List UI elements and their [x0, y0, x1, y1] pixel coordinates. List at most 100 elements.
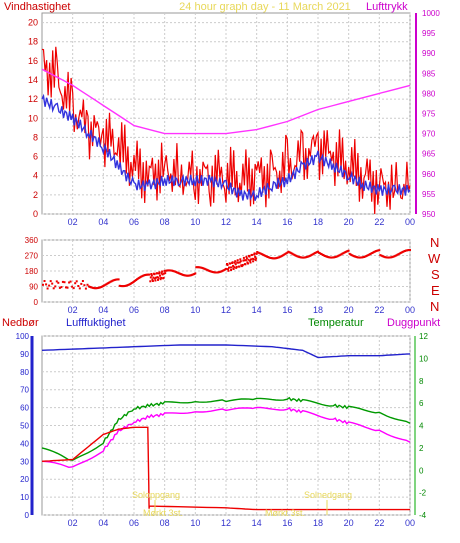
x-tick-label: 02 — [68, 217, 78, 227]
y-tick-label: 90 — [29, 283, 38, 292]
wind-direction-point — [338, 254, 341, 257]
wind-direction-point — [356, 256, 359, 259]
humidity-label: Lufffuktighet — [66, 317, 126, 329]
x-tick-label: 12 — [221, 518, 231, 528]
chart-title: 24 hour graph day - 11 March 2021 — [179, 1, 351, 13]
wind-direction-point — [232, 268, 235, 270]
wind-direction-point — [43, 280, 46, 282]
y-right-tick-label: 980 — [422, 89, 436, 98]
y-tick-label: 360 — [25, 236, 39, 245]
dewpoint-label: Duggpunkt — [387, 317, 440, 329]
wind-direction-point — [226, 264, 229, 266]
wind-direction-point — [375, 250, 378, 252]
wind-direction-point — [112, 279, 115, 282]
sunset-label: Solnedgang — [304, 490, 352, 500]
x-tick-label: 18 — [313, 305, 323, 315]
wind-direction-point — [264, 255, 267, 258]
y-left-tick-label: 0 — [33, 209, 38, 219]
wind-direction-point — [253, 252, 256, 255]
wind-direction-point — [58, 286, 61, 289]
wind-direction-point — [227, 268, 229, 271]
y-left-tick-label: 40 — [20, 439, 29, 448]
x-tick-label: 18 — [313, 217, 323, 227]
x-tick-label: 08 — [160, 217, 170, 227]
x-tick-label: 20 — [344, 217, 354, 227]
wind-direction-point — [94, 287, 97, 290]
y-right-tick-label: 950 — [422, 210, 436, 219]
wind-direction-point — [108, 281, 111, 284]
wind-direction-point — [66, 286, 69, 289]
x-tick-label: 14 — [252, 518, 262, 528]
wind-direction-point — [244, 259, 247, 262]
wind-direction-point — [200, 266, 203, 269]
wind-direction-point — [130, 281, 133, 284]
y-right-tick-label: 975 — [422, 110, 436, 119]
x-tick-label: 06 — [129, 217, 139, 227]
x-tick-label: 08 — [160, 518, 170, 528]
dark-label-2: Mørkt 3st. — [265, 508, 305, 518]
wind-direction-point — [155, 276, 157, 279]
wind-direction-point — [252, 260, 255, 263]
wind-direction-point — [314, 251, 317, 254]
wind-direction-point — [151, 280, 154, 282]
y-left-tick-label: 18 — [28, 37, 38, 47]
wind-direction-point — [48, 284, 51, 287]
wind-direction-point — [249, 261, 252, 264]
wind-direction-point — [222, 269, 225, 272]
wind-direction-point — [49, 280, 52, 283]
wind-direction-point — [42, 283, 44, 286]
wind-direction-point — [159, 274, 161, 277]
wind-direction-point — [231, 261, 234, 264]
wind-direction-point — [213, 271, 216, 274]
wind-direction-point — [370, 252, 373, 255]
wind-direction-point — [99, 286, 102, 289]
wind-direction-point — [320, 252, 322, 255]
wind-direction-point — [278, 256, 281, 259]
y-left-tick-label: 14 — [28, 75, 38, 85]
wind-direction-point — [229, 262, 232, 265]
pressure-label: Lufttrykk — [366, 1, 408, 13]
wind-direction-point — [239, 260, 242, 263]
y-left-tick-label: 80 — [20, 368, 29, 377]
x-tick-label: 00 — [405, 518, 415, 528]
y-left-tick-label: 16 — [28, 56, 38, 66]
wind-direction-point — [162, 276, 165, 279]
wind-direction-point — [245, 255, 248, 258]
wind-direction-point — [233, 266, 236, 269]
wind-direction-point — [241, 264, 244, 266]
y-left-tick-label: 70 — [20, 386, 29, 395]
wind-direction-point — [161, 270, 164, 273]
wind-direction-point — [90, 286, 92, 289]
wind-direction-point — [136, 278, 138, 281]
wind-direction-point — [292, 253, 295, 256]
x-tick-label: 10 — [190, 305, 200, 315]
x-tick-label: 06 — [129, 518, 139, 528]
x-tick-label: 16 — [282, 518, 292, 528]
x-tick-label: 12 — [221, 305, 231, 315]
x-tick-label: 04 — [98, 305, 108, 315]
wind-direction-point — [384, 256, 387, 259]
wind-direction-point — [234, 260, 237, 263]
wind-direction-point — [158, 272, 160, 275]
compass-e: E — [431, 283, 440, 298]
wind-direction-point — [45, 283, 48, 286]
wind-direction-point — [153, 273, 156, 276]
series-line-3 — [41, 426, 410, 511]
wind-direction-point — [296, 255, 299, 258]
wind-direction-point — [238, 265, 241, 268]
y-left-tick-label: 10 — [28, 113, 38, 123]
wind-direction-point — [140, 275, 143, 278]
wind-direction-point — [228, 266, 230, 269]
wind-direction-point — [230, 269, 233, 271]
wind-direction-point — [158, 271, 161, 274]
wind-direction-point — [74, 282, 77, 285]
wind-direction-point — [75, 280, 78, 283]
wind-direction-point — [378, 249, 381, 252]
wind-direction-point — [249, 259, 251, 262]
wind-direction-point — [227, 269, 230, 272]
y-right-tick-label: -4 — [419, 511, 427, 520]
y-left-tick-label: 6 — [33, 152, 38, 162]
wind-direction-point — [255, 257, 258, 260]
wind-direction-point — [342, 252, 345, 255]
